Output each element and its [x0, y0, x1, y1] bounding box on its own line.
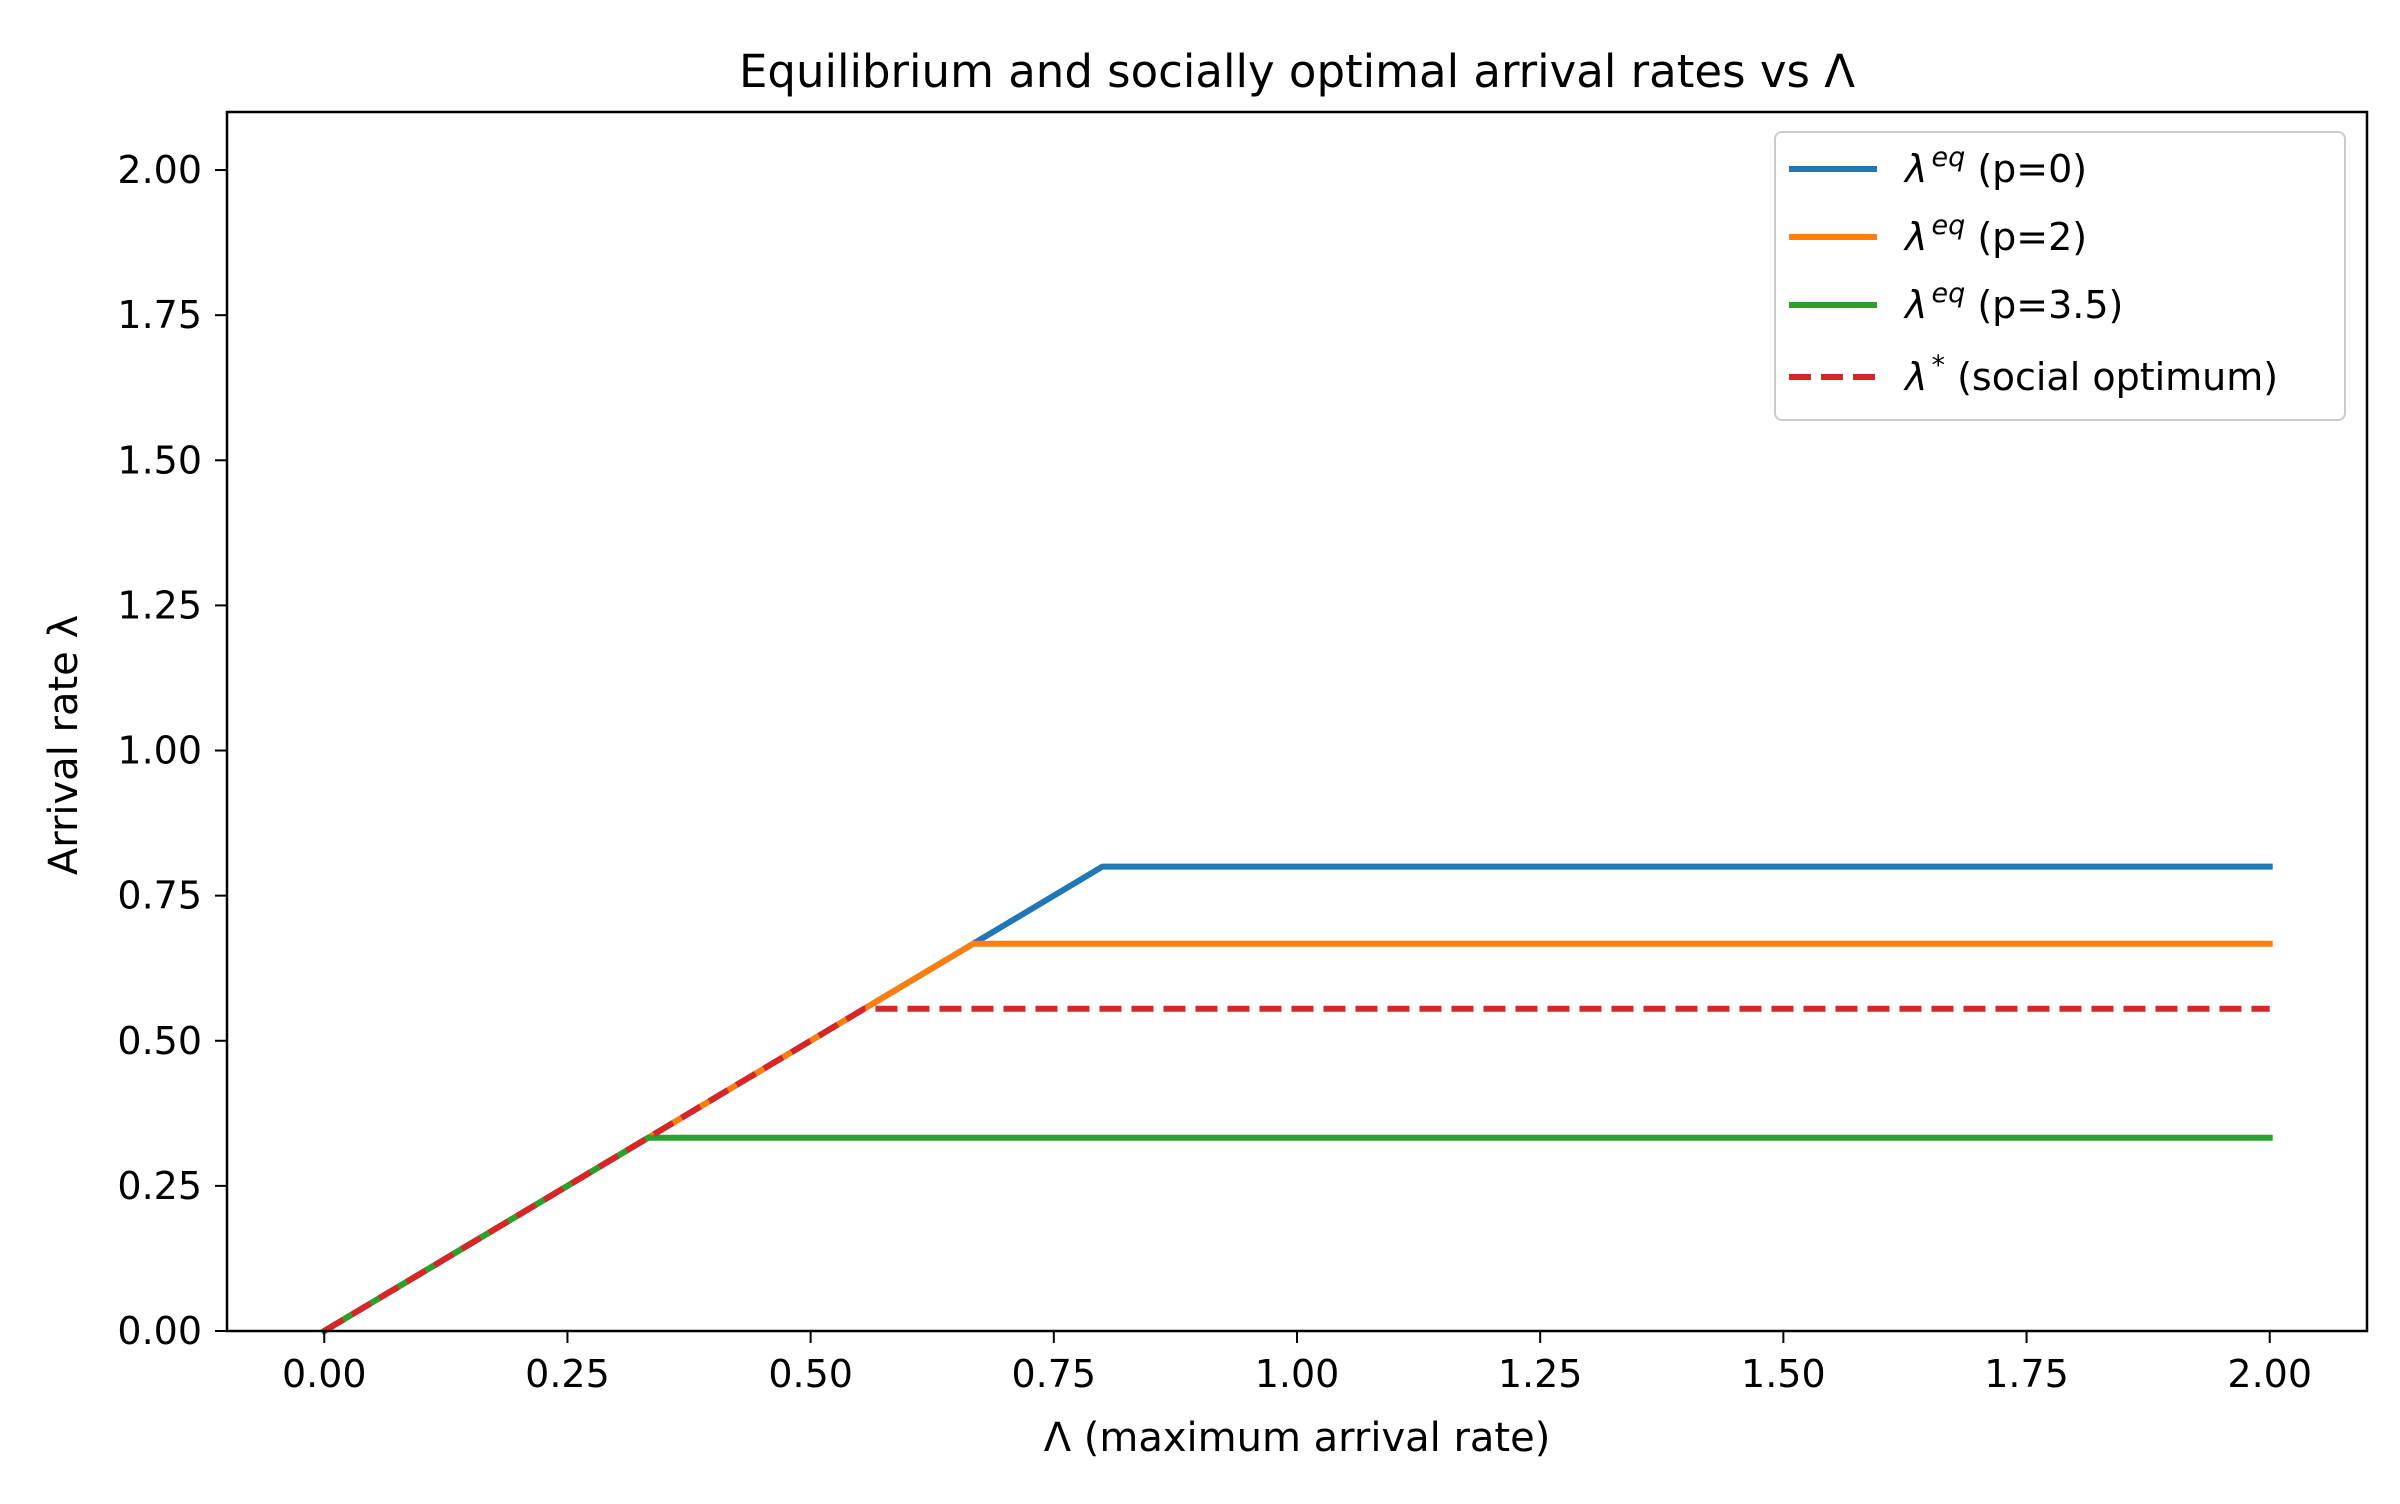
legend-box [1774, 131, 2346, 421]
chart-title: Equilibrium and socially optimal arrival… [739, 45, 1855, 98]
y-tick-label: 1.00 [117, 729, 202, 773]
y-tick-label: 0.75 [117, 874, 202, 918]
y-tick-label: 1.25 [117, 583, 202, 627]
x-tick-label: 1.75 [1984, 1352, 2069, 1396]
legend-label: λ * (social optimum) [1903, 350, 2278, 399]
legend-label: λ eq (p=2) [1903, 210, 2087, 259]
y-tick-label: 0.00 [117, 1309, 202, 1353]
x-tick-label: 0.00 [282, 1352, 367, 1396]
x-tick-label: 2.00 [2227, 1352, 2312, 1396]
y-tick-label: 0.50 [117, 1019, 202, 1063]
series-line-3 [320, 1134, 2273, 1336]
x-tick-label: 1.50 [1741, 1352, 1826, 1396]
legend-label: λ eq (p=3.5) [1903, 278, 2123, 327]
legend: λ eq (p=0) λ eq (p=2) λ eq (p=3.5) λ * (social … [1774, 131, 2346, 421]
y-axis-label: Arrival rate λ [41, 615, 87, 875]
series-line-4 [322, 1005, 2270, 1334]
y-tick-label: 1.50 [117, 438, 202, 482]
x-tick-label: 1.00 [1255, 1352, 1340, 1396]
y-tick-label: 0.25 [117, 1164, 202, 1208]
x-tick-label: 1.25 [1498, 1352, 1583, 1396]
x-tick-label: 0.50 [768, 1352, 853, 1396]
x-axis-label: Λ (maximum arrival rate) [1044, 1415, 1551, 1461]
plot-area: 0.00 0.25 0.50 0.75 1.00 1.25 1.50 1.75 2.00 0.00… [117, 110, 2369, 1396]
y-tick-label: 1.75 [117, 293, 202, 337]
x-tick-label: 0.25 [525, 1352, 610, 1396]
legend-label: λ eq (p=0) [1903, 142, 2087, 191]
y-tick-label: 2.00 [117, 148, 202, 192]
x-tick-label: 0.75 [1012, 1352, 1097, 1396]
